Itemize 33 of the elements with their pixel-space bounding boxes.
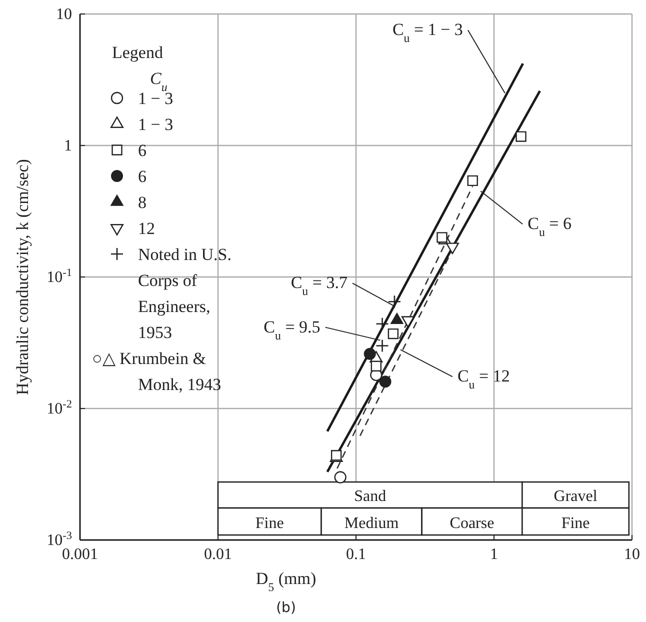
band-label: Coarse	[450, 515, 494, 532]
legend-label: 8	[138, 193, 146, 212]
x-tick-label: 0.001	[62, 546, 98, 563]
annotation: C$_{u}$ = 6	[528, 214, 572, 240]
x-axis-title: D$_{5}$ (mm)	[256, 569, 316, 594]
annotation: C$_{u}$ = 1 − 3	[392, 20, 463, 46]
band-label: Fine	[255, 515, 284, 532]
x-tick-label: 0.01	[204, 546, 232, 563]
y-axis-title: Hydraulic conductivity, k (cm/sec)	[13, 159, 32, 395]
legend-label: 12	[138, 219, 155, 238]
annotation: C$_{u}$ = 12	[457, 366, 510, 392]
y-tick-label: 10	[56, 6, 72, 23]
y-tick-label: 10$^{-2}$	[46, 398, 72, 418]
legend-label: Noted in U.S. Corps of Engineers, 1953	[138, 245, 232, 342]
x-tick-label: 1	[490, 546, 498, 563]
annotation: ○△ Krumbein & Monk, 1943	[92, 349, 222, 394]
legend-label: 6	[138, 141, 146, 160]
legend-title: Legend	[112, 43, 164, 62]
band-label: Sand	[354, 488, 386, 505]
annotation: C$_{u}$	[150, 69, 168, 94]
y-tick-label: 1	[64, 138, 72, 154]
x-tick-label: 0.1	[346, 546, 366, 563]
legend-label: 6	[138, 167, 146, 186]
annotation: C$_{u}$ = 3.7	[290, 273, 348, 298]
x-tick-label: 10	[624, 546, 640, 563]
band-label: Medium	[344, 515, 400, 532]
band-label: Fine	[561, 515, 590, 532]
y-tick-label: 10$^{-3}$	[46, 530, 72, 549]
text: (b)	[276, 600, 296, 616]
annotation: C$_{u}$ = 9.5	[264, 317, 320, 342]
band-label: Gravel	[554, 488, 598, 505]
y-tick-label: 10$^{-1}$	[46, 267, 72, 286]
legend-label: 1 − 3	[138, 115, 174, 134]
